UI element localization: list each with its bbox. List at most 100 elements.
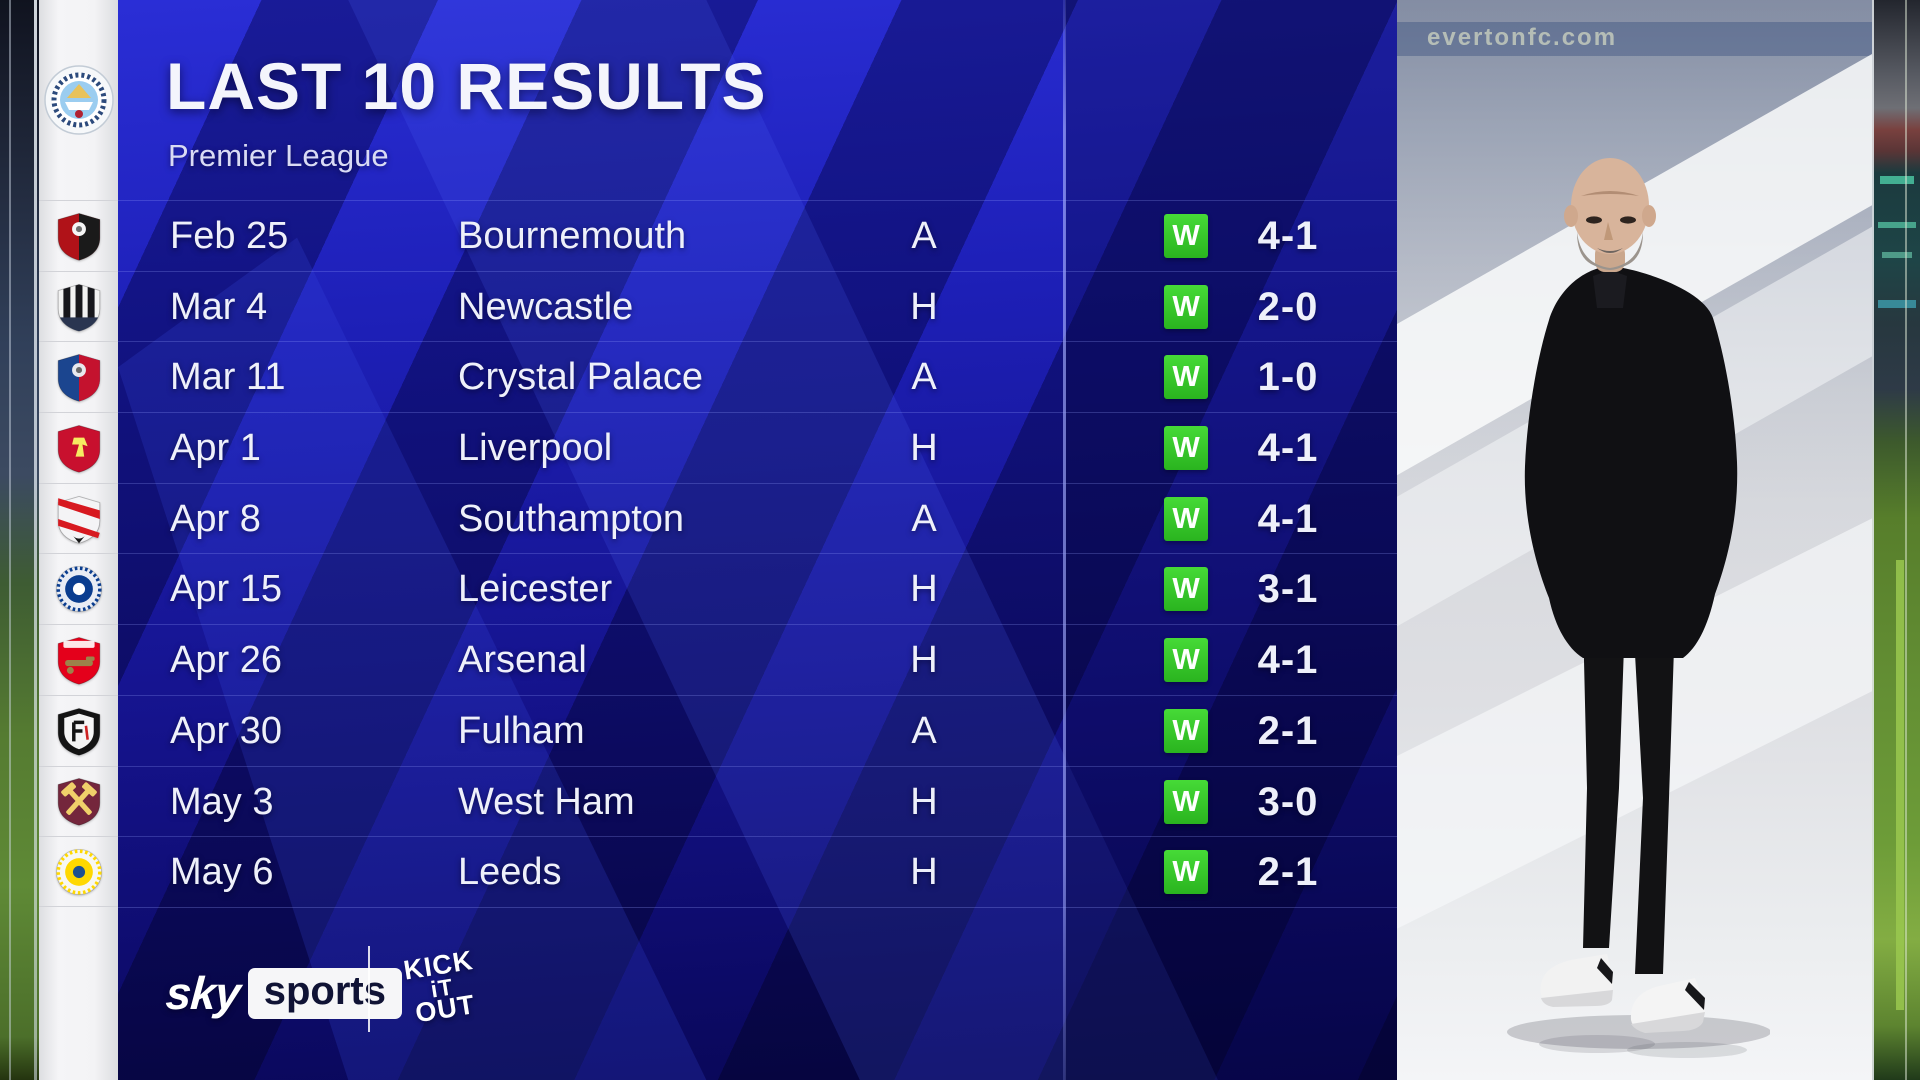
live-feed-left-edge bbox=[0, 0, 39, 1080]
opponent-name: Leeds bbox=[458, 851, 562, 894]
feed-divider-line bbox=[1905, 0, 1907, 1080]
badge-west-ham-icon bbox=[39, 765, 118, 837]
sky-sports-logo: sky sports bbox=[164, 966, 402, 1020]
win-badge: W bbox=[1164, 284, 1208, 329]
match-score: 3-1 bbox=[1257, 567, 1319, 612]
venue-indicator: H bbox=[910, 427, 938, 470]
manchester-city-badge-icon bbox=[43, 64, 115, 136]
feed-divider-line bbox=[1872, 0, 1874, 1080]
win-badge: W bbox=[1164, 496, 1208, 541]
kick-it-out-text: OUT bbox=[413, 989, 478, 1029]
match-score: 2-0 bbox=[1257, 284, 1319, 329]
badge-liverpool-icon bbox=[39, 412, 118, 483]
scoreboard-text-blur bbox=[1882, 252, 1912, 258]
match-score: 3-0 bbox=[1257, 779, 1319, 824]
venue-indicator: H bbox=[910, 851, 938, 894]
pitch-highlight bbox=[1896, 560, 1904, 1010]
page-title: LAST 10 RESULTS bbox=[166, 49, 767, 123]
opponent-name: Crystal Palace bbox=[458, 356, 703, 399]
venue-indicator: H bbox=[910, 285, 938, 328]
badge-arsenal-icon bbox=[39, 624, 118, 695]
badge-leeds-icon bbox=[39, 836, 118, 907]
match-score: 2-1 bbox=[1257, 708, 1319, 753]
win-badge: W bbox=[1164, 850, 1208, 895]
match-score: 1-0 bbox=[1257, 355, 1319, 400]
score-column-shade bbox=[1065, 0, 1397, 1080]
manager-photo-panel: evertonfc.com bbox=[1397, 0, 1872, 1080]
venue-indicator: H bbox=[910, 568, 938, 611]
opponent-name: Newcastle bbox=[458, 285, 634, 328]
result-row: Apr 30 Fulham A W 2-1 bbox=[118, 694, 1397, 766]
results-panel: LAST 10 RESULTS Premier League Feb 25 Bo… bbox=[118, 0, 1397, 1080]
result-row: May 6 Leeds H W 2-1 bbox=[118, 836, 1397, 907]
opponent-name: Bournemouth bbox=[458, 215, 687, 257]
win-badge: W bbox=[1164, 214, 1208, 258]
match-date: Apr 30 bbox=[170, 709, 282, 752]
badge-southampton-icon bbox=[39, 482, 118, 554]
scoreboard-text-blur bbox=[1880, 176, 1914, 184]
win-badge: W bbox=[1164, 355, 1208, 400]
results-table: Feb 25 Bournemouth A W 4-1 Mar 4 Newcast… bbox=[118, 200, 1397, 908]
feed-divider-line bbox=[34, 0, 37, 1080]
live-feed-right-edge bbox=[1872, 0, 1920, 1080]
opponent-name: Arsenal bbox=[458, 639, 587, 682]
win-badge: W bbox=[1164, 426, 1208, 471]
stadium-hoarding-text: evertonfc.com bbox=[1427, 24, 1618, 51]
venue-indicator: H bbox=[910, 639, 938, 682]
win-badge: W bbox=[1164, 567, 1208, 612]
badge-bournemouth-icon bbox=[39, 200, 118, 271]
win-badge: W bbox=[1164, 638, 1208, 683]
sky-logo-text: sky bbox=[164, 967, 242, 1019]
scoreboard-text-blur bbox=[1878, 300, 1916, 308]
match-score: 2-1 bbox=[1257, 850, 1319, 895]
venue-indicator: A bbox=[911, 497, 937, 540]
badge-leicester-icon bbox=[39, 553, 118, 624]
venue-indicator: A bbox=[911, 215, 937, 257]
match-score: 4-1 bbox=[1257, 426, 1319, 471]
opponent-name: Leicester bbox=[458, 568, 613, 611]
win-badge: W bbox=[1164, 708, 1208, 753]
stadium-hoarding bbox=[1397, 22, 1872, 56]
result-row: Apr 8 Southampton A W 4-1 bbox=[118, 482, 1397, 554]
badge-fulham-icon bbox=[39, 694, 118, 766]
page-subtitle: Premier League bbox=[168, 138, 389, 173]
match-date: May 3 bbox=[170, 780, 274, 823]
opponent-name: West Ham bbox=[458, 780, 635, 823]
match-date: Feb 25 bbox=[170, 215, 289, 257]
result-row: Feb 25 Bournemouth A W 4-1 bbox=[118, 200, 1397, 271]
opponent-name: Southampton bbox=[458, 497, 685, 540]
result-row: Mar 11 Crystal Palace A W 1-0 bbox=[118, 341, 1397, 412]
pep-guardiola-photo bbox=[1507, 158, 1770, 1058]
match-date: Mar 11 bbox=[170, 356, 286, 399]
match-score: 4-1 bbox=[1257, 214, 1319, 258]
opponent-name: Liverpool bbox=[458, 427, 613, 470]
feed-divider-line bbox=[9, 0, 11, 1080]
branding-bar: sky sports KICK iT OUT bbox=[118, 938, 718, 1058]
result-row: Apr 26 Arsenal H W 4-1 bbox=[118, 624, 1397, 695]
match-score: 4-1 bbox=[1257, 496, 1319, 541]
match-date: Apr 8 bbox=[170, 497, 261, 540]
win-badge: W bbox=[1164, 779, 1208, 824]
venue-indicator: A bbox=[911, 356, 937, 399]
match-date: Apr 26 bbox=[170, 639, 282, 682]
venue-indicator: H bbox=[910, 780, 938, 823]
badge-newcastle-icon bbox=[39, 270, 118, 342]
opponent-name: Fulham bbox=[458, 709, 585, 752]
sports-logo-text: sports bbox=[247, 967, 402, 1019]
logo-divider-line bbox=[368, 946, 370, 1032]
result-row: May 3 West Ham H W 3-0 bbox=[118, 765, 1397, 837]
match-date: Apr 15 bbox=[170, 568, 282, 611]
venue-indicator: A bbox=[911, 709, 937, 752]
badge-crystal-palace-icon bbox=[39, 341, 118, 412]
scoreboard-text-blur bbox=[1878, 222, 1916, 228]
match-score: 4-1 bbox=[1257, 638, 1319, 683]
match-date: Mar 4 bbox=[170, 285, 268, 328]
match-date: May 6 bbox=[170, 851, 274, 894]
opponent-badge-list bbox=[39, 200, 118, 907]
result-row: Apr 1 Liverpool H W 4-1 bbox=[118, 412, 1397, 483]
team-badge-column bbox=[39, 0, 118, 1080]
match-date: Apr 1 bbox=[170, 427, 261, 470]
result-row: Mar 4 Newcastle H W 2-0 bbox=[118, 270, 1397, 342]
kick-it-out-logo: KICK iT OUT bbox=[389, 933, 495, 1042]
